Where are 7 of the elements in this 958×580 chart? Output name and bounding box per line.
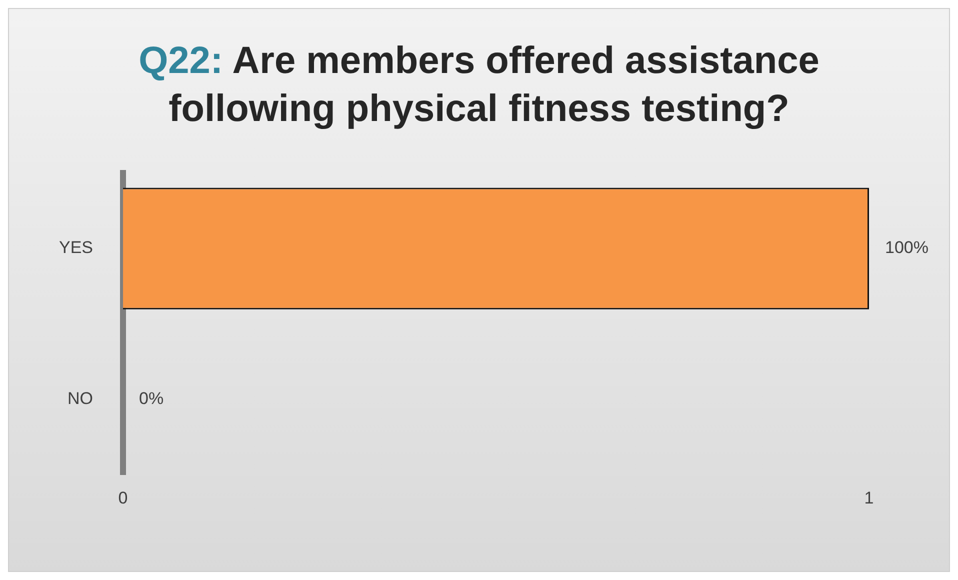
y-tick-label: YES bbox=[58, 238, 94, 258]
x-tick-label: 0 bbox=[118, 488, 128, 508]
data-label: 0% bbox=[139, 388, 164, 408]
chart-title: Q22: Are members offered assistance following physical fitness testing? bbox=[138, 40, 820, 130]
y-tick-label: NO bbox=[68, 388, 94, 408]
x-tick-label: 1 bbox=[864, 488, 874, 508]
data-label: 100% bbox=[885, 238, 928, 258]
